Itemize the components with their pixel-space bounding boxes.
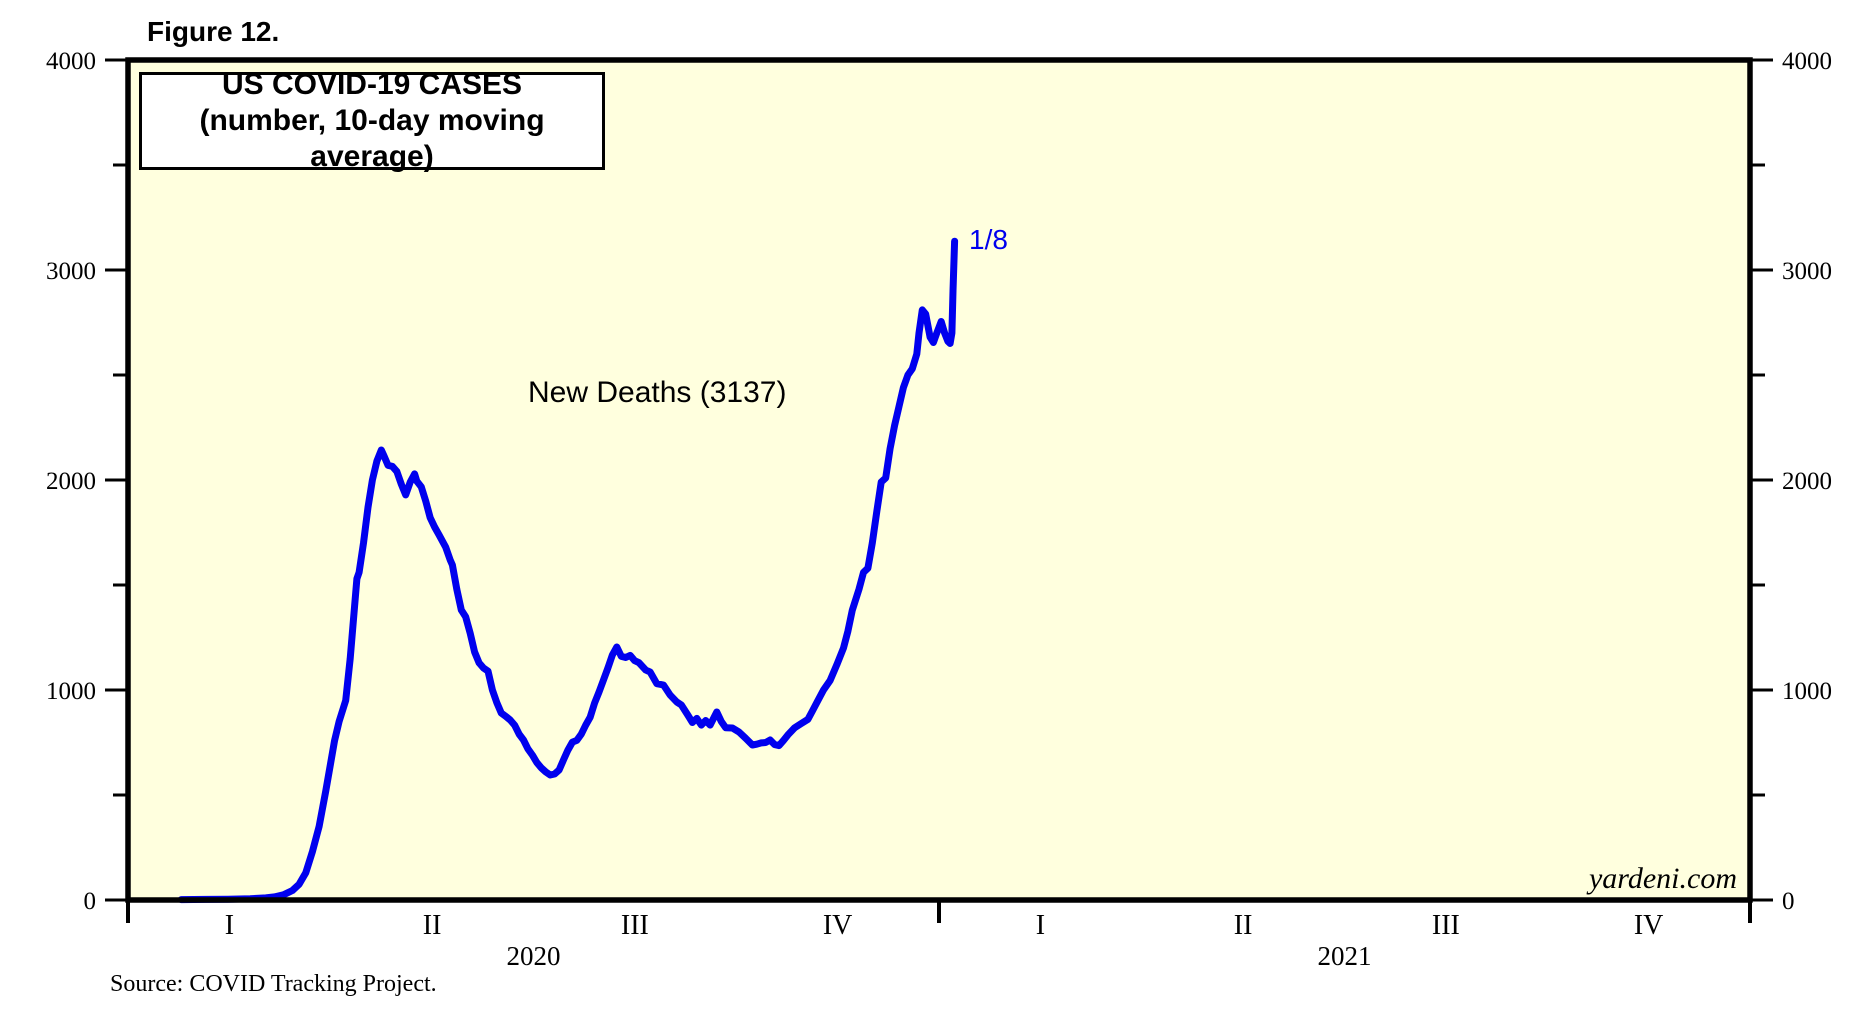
x-axis-quarter-label: III (1432, 910, 1460, 941)
y-axis-label-left: 0 (84, 888, 97, 915)
x-axis-quarter-label: I (1036, 910, 1045, 941)
x-axis-quarter-label: II (423, 910, 442, 941)
deaths-line (177, 237, 959, 904)
x-axis-quarter-label: II (1234, 910, 1253, 941)
watermark: yardeni.com (1588, 862, 1737, 895)
last-point-date-label: 1/8 (969, 224, 1008, 255)
source-note: Source: COVID Tracking Project. (110, 971, 437, 997)
x-axis-year-label: 2021 (1318, 941, 1372, 971)
y-axis-label-left: 1000 (46, 678, 96, 705)
x-axis-year-label: 2020 (507, 941, 561, 971)
y-axis-label-right: 0 (1782, 888, 1795, 915)
y-axis-label-right: 1000 (1782, 678, 1832, 705)
chart-title-box: US COVID-19 CASES (number, 10-day moving… (139, 68, 605, 173)
y-axis-label-right: 4000 (1782, 48, 1832, 75)
y-axis-label-left: 2000 (46, 468, 96, 495)
series-label: New Deaths (3137) (528, 376, 787, 409)
plot-frame (125, 57, 1753, 903)
y-axis-label-right: 2000 (1782, 468, 1832, 495)
y-axis-label-left: 4000 (46, 48, 96, 75)
x-axis-quarter-label: IV (1634, 910, 1664, 941)
x-axis-quarter-label: IV (823, 910, 853, 941)
figure-label: Figure 12. (147, 16, 280, 47)
x-axis-quarter-label: III (621, 910, 649, 941)
y-axis-label-left: 3000 (46, 258, 96, 285)
chart-title-line1: US COVID-19 CASES (221, 68, 523, 101)
chart-title-line2: (number, 10-day moving average) (199, 104, 545, 173)
x-axis-quarter-label: I (225, 910, 234, 941)
y-axis-label-right: 3000 (1782, 258, 1832, 285)
